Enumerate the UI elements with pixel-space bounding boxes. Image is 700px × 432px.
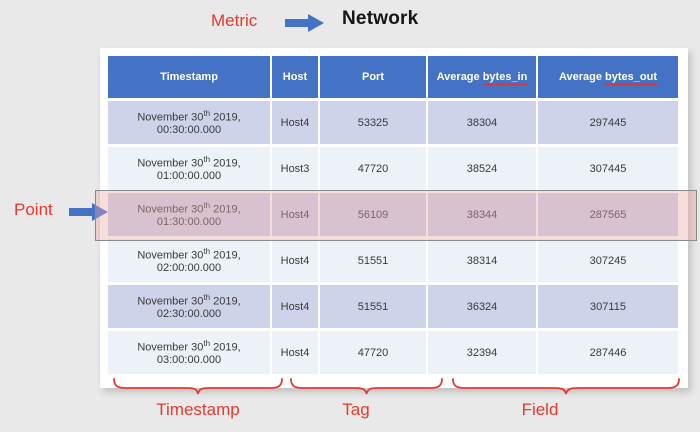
table-row: November 30th 2019, 01:00:00.000 Host3 477…	[108, 147, 678, 190]
cell-host: Host4	[272, 285, 318, 328]
column-header-port: Port	[320, 56, 426, 98]
tag-group-label: Tag	[342, 400, 370, 419]
table-row: November 30th 2019, 03:00:00.000 Host4 477…	[108, 331, 678, 374]
cell-host: Host3	[272, 147, 318, 190]
cell-port: 51551	[320, 239, 426, 282]
cell-port: 47720	[320, 147, 426, 190]
cell-bytes_in: 38524	[428, 147, 536, 190]
spellcheck-underline: bytes_in	[482, 71, 528, 85]
cell-bytes_out: 297445	[538, 101, 678, 144]
timestamp-group-label: Timestamp	[156, 400, 240, 419]
cell-bytes_out: 307245	[538, 239, 678, 282]
brace-timestamp-icon	[113, 378, 283, 396]
field-group-label: Field	[521, 400, 559, 419]
right-arrow-icon	[69, 202, 109, 222]
metric-name-text: Network	[342, 8, 419, 29]
column-header-timestamp: Timestamp	[108, 56, 270, 98]
cell-timestamp: November 30th 2019, 01:00:00.000	[108, 147, 270, 190]
table-row: November 30th 2019, 02:30:00.000 Host4 515…	[108, 285, 678, 328]
cell-bytes_out: 307115	[538, 285, 678, 328]
cell-timestamp: November 30th 2019, 02:00:00.000	[108, 239, 270, 282]
cell-port: 51551	[320, 285, 426, 328]
cell-port: 56109	[320, 193, 426, 236]
table-row-highlighted: November 30th 2019, 01:30:00.000 Host4 561…	[108, 193, 678, 236]
cell-host: Host4	[272, 101, 318, 144]
table-row: November 30th 2019, 00:30:00.000 Host4 533…	[108, 101, 678, 144]
cell-timestamp: November 30th 2019, 02:30:00.000	[108, 285, 270, 328]
column-header-host: Host	[272, 56, 318, 98]
point-annotation-label: Point	[14, 200, 53, 219]
cell-port: 47720	[320, 331, 426, 374]
cell-timestamp: November 30th 2019, 01:30:00.000	[108, 193, 270, 236]
table-row: November 30th 2019, 02:00:00.000 Host4 515…	[108, 239, 678, 282]
metric-annotation-label: Metric	[211, 11, 258, 30]
brace-field-icon	[452, 378, 680, 396]
brace-tag-icon	[290, 378, 443, 396]
cell-timestamp: November 30th 2019, 00:30:00.000	[108, 101, 270, 144]
right-arrow-icon	[285, 13, 325, 33]
metrics-table: Timestamp Host Port Average bytes_in Average…	[106, 53, 680, 377]
cell-host: Host4	[272, 193, 318, 236]
spellcheck-underline: bytes_out	[605, 71, 658, 85]
column-header-bytes_in: Average bytes_in	[428, 56, 536, 98]
cell-timestamp: November 30th 2019, 03:00:00.000	[108, 331, 270, 374]
cell-bytes_out: 307445	[538, 147, 678, 190]
cell-bytes_in: 38304	[428, 101, 536, 144]
cell-bytes_in: 32394	[428, 331, 536, 374]
cell-bytes_in: 38344	[428, 193, 536, 236]
cell-host: Host4	[272, 331, 318, 374]
cell-bytes_out: 287565	[538, 193, 678, 236]
cell-bytes_out: 287446	[538, 331, 678, 374]
header-row: Timestamp Host Port Average bytes_in Average…	[108, 56, 678, 98]
column-header-bytes_out: Average bytes_out	[538, 56, 678, 98]
cell-port: 53325	[320, 101, 426, 144]
cell-bytes_in: 36324	[428, 285, 536, 328]
cell-bytes_in: 38314	[428, 239, 536, 282]
cell-host: Host4	[272, 239, 318, 282]
